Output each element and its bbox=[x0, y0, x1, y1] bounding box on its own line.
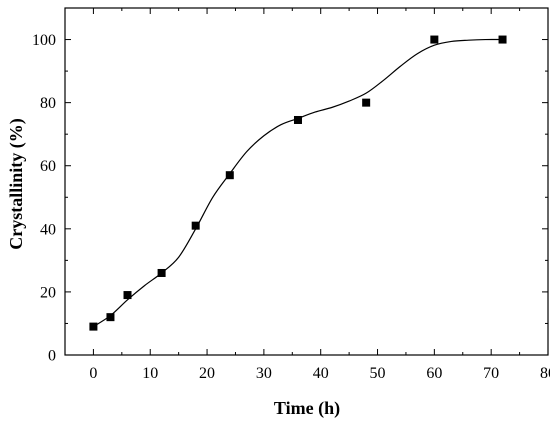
y-tick-label: 0 bbox=[48, 348, 56, 365]
x-tick-label: 0 bbox=[89, 365, 97, 382]
x-tick-label: 10 bbox=[142, 365, 158, 382]
data-point bbox=[225, 171, 234, 180]
data-point bbox=[157, 268, 166, 277]
x-tick-label: 50 bbox=[370, 365, 386, 382]
data-point bbox=[123, 291, 132, 300]
y-axis-title: Crystallinity (%) bbox=[6, 118, 27, 249]
data-point bbox=[430, 35, 439, 44]
plot-frame-group bbox=[64, 7, 549, 356]
y-tick-label: 40 bbox=[40, 221, 56, 238]
x-tick-label: 30 bbox=[256, 365, 272, 382]
ticks-group: 0 10 20 30 40 50 60 70 80 0 20 40 60 80 100 bbox=[32, 8, 550, 382]
y-tick-label: 60 bbox=[40, 158, 56, 175]
x-tick-label: 40 bbox=[313, 365, 329, 382]
x-tick-label: 60 bbox=[426, 365, 442, 382]
data-points-group bbox=[89, 35, 507, 331]
x-tick-label: 70 bbox=[483, 365, 499, 382]
y-tick-label: 20 bbox=[40, 284, 56, 301]
data-point bbox=[362, 98, 371, 107]
fit-curve-group bbox=[93, 38, 503, 328]
y-tick-label: 100 bbox=[32, 32, 56, 49]
fit-curve bbox=[93, 38, 503, 328]
data-point bbox=[89, 322, 98, 331]
data-point bbox=[106, 313, 115, 322]
x-tick-label: 20 bbox=[199, 365, 215, 382]
data-point bbox=[191, 221, 200, 230]
x-axis-title: Time (h) bbox=[274, 398, 340, 419]
plot-frame bbox=[64, 7, 549, 356]
data-point bbox=[498, 35, 507, 44]
data-point bbox=[293, 115, 302, 124]
x-tick-label: 80 bbox=[540, 365, 550, 382]
y-tick-label: 80 bbox=[40, 95, 56, 112]
